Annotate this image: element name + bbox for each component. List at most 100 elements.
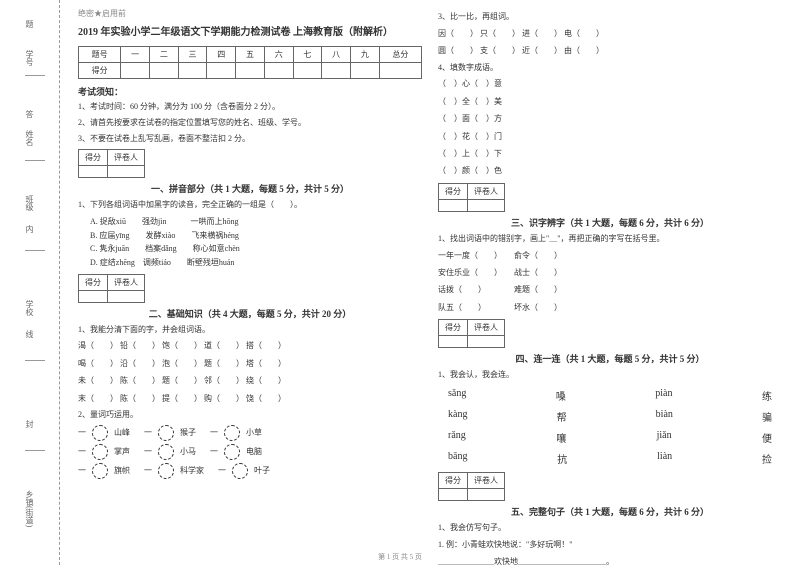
content-area: 绝密★启用前 2019 年实验小学二年级语文下学期能力检测试卷 上海教育版（附解…: [60, 0, 800, 565]
gear-icon: [92, 425, 108, 441]
score-box: 得分评卷人: [78, 274, 145, 303]
page-footer: 第 1 页 共 5 页: [378, 552, 422, 562]
grader-label: 评卷人: [108, 274, 145, 290]
grader-cell[interactable]: [108, 166, 145, 178]
match-row: sǎng嗓piàn练: [438, 388, 782, 403]
score-label: 得分: [439, 320, 468, 336]
measure-word-row: 一掌声 一小马 一电脑: [78, 444, 422, 460]
table-cell[interactable]: [207, 63, 236, 79]
pinyin: biàn: [656, 409, 673, 424]
table-cell[interactable]: [121, 63, 150, 79]
question-text: 1、我会认，我会连。: [438, 369, 782, 382]
grader-cell[interactable]: [468, 336, 505, 348]
table-cell[interactable]: [236, 63, 265, 79]
table-cell: 二: [149, 47, 178, 63]
fill-row: （ ）面（ ）方: [438, 112, 782, 126]
match-row: rǎng嚷jiǎn便: [438, 430, 782, 445]
table-cell[interactable]: [264, 63, 293, 79]
pinyin: sǎng: [448, 388, 466, 403]
noun: 小马: [180, 446, 196, 457]
gear-icon: [158, 425, 174, 441]
fill-row: （ ）心（ ）意: [438, 77, 782, 91]
table-cell: 四: [207, 47, 236, 63]
score-cell[interactable]: [79, 166, 108, 178]
fill-row: 话拨（ ） 难题（ ）: [438, 283, 782, 297]
char: 嚷: [556, 430, 566, 445]
grader-cell[interactable]: [468, 199, 505, 211]
gear-icon: [92, 463, 108, 479]
question-text: 3、比一比，再组词。: [438, 11, 782, 24]
section-5-title: 五、完整句子（共 1 大题，每题 6 分，共计 6 分）: [438, 505, 782, 518]
noun: 山峰: [114, 427, 130, 438]
table-cell[interactable]: [293, 63, 322, 79]
score-cell[interactable]: [439, 199, 468, 211]
noun: 科学家: [180, 465, 204, 476]
grader-cell[interactable]: [468, 488, 505, 500]
gear-icon: [92, 444, 108, 460]
noun: 旗帜: [114, 465, 130, 476]
option-b: B. 应届yīng 发酵xiào 飞来横祸héng: [90, 229, 422, 243]
gear-icon: [224, 425, 240, 441]
char: 抗: [557, 451, 567, 466]
table-cell[interactable]: [350, 63, 379, 79]
column-right: 3、比一比，再组词。 因（ ） 只（ ） 进（ ） 电（ ） 圆（ ） 支（ ）…: [430, 8, 790, 557]
gear-icon: [224, 444, 240, 460]
fill-row: 圆（ ） 支（ ） 近（ ） 由（ ）: [438, 44, 782, 58]
notice-item: 3、不要在试卷上乱写乱画，卷面不整洁扣 2 分。: [78, 133, 422, 146]
fill-row: （ ）花（ ）门: [438, 130, 782, 144]
margin-label-note4: 线: [24, 330, 35, 338]
margin-label-banji: 班级: [24, 195, 35, 211]
question-text: 4、填数字成语。: [438, 62, 782, 75]
margin-line: [25, 75, 45, 76]
char: 骗: [762, 409, 772, 424]
margin-label-xuehao: 学号: [24, 50, 35, 66]
table-cell: 一: [121, 47, 150, 63]
margin-label-note3: 内: [24, 225, 35, 233]
table-cell: 题号: [79, 47, 121, 63]
score-box: 得分评卷人: [78, 149, 145, 178]
question-text: 1、下列各组词语中加黑字的读音，完全正确的一组是（ ）。: [78, 199, 422, 212]
question-text: 1、找出词语中的错别字，画上"＿"，再把正确的字写在括号里。: [438, 233, 782, 246]
blank-line: ＿＿＿＿＿＿＿欢快地＿＿＿＿＿＿＿＿＿＿＿。: [438, 555, 782, 569]
section-2-title: 二、基础知识（共 4 大题，每题 5 分，共计 20 分）: [78, 307, 422, 320]
score-box: 得分评卷人: [438, 319, 505, 348]
table-cell: 八: [322, 47, 351, 63]
pinyin: rǎng: [448, 430, 466, 445]
fill-row: 末（ ） 陈（ ） 提（ ） 购（ ） 饶（ ）: [78, 392, 422, 406]
table-cell[interactable]: [149, 63, 178, 79]
notice-item: 1、考试时间：60 分钟，满分为 100 分（含卷面分 2 分）。: [78, 101, 422, 114]
fill-row: （ ）全（ ）美: [438, 95, 782, 109]
table-cell[interactable]: [322, 63, 351, 79]
grader-label: 评卷人: [468, 472, 505, 488]
table-cell[interactable]: [178, 63, 207, 79]
margin-label-xuexiao: 学校: [24, 300, 35, 316]
noun: 叶子: [254, 465, 270, 476]
margin-line: [25, 250, 45, 251]
fill-row: 未（ ） 陈（ ） 题（ ） 邻（ ） 绕（ ）: [78, 374, 422, 388]
option-a: A. 捉敌xiū 强劲jìn 一哄而上hōng: [90, 215, 422, 229]
gear-icon: [232, 463, 248, 479]
fill-row: 因（ ） 只（ ） 进（ ） 电（ ）: [438, 27, 782, 41]
pinyin: kàng: [448, 409, 467, 424]
score-cell[interactable]: [439, 488, 468, 500]
column-left: 绝密★启用前 2019 年实验小学二年级语文下学期能力检测试卷 上海教育版（附解…: [70, 8, 430, 557]
char: 便: [762, 430, 772, 445]
fill-row: 一年一度（ ） 俞令（ ）: [438, 249, 782, 263]
fill-row: （ ）上（ ）下: [438, 147, 782, 161]
measure-word-row: 一山峰 一猴子 一小草: [78, 425, 422, 441]
question-text: 1、我会仿写句子。: [438, 522, 782, 535]
grader-cell[interactable]: [108, 290, 145, 302]
margin-label-note2: 答: [24, 110, 35, 118]
option-d: D. 症结zhēng 调频tiáo 断壁残垣huán: [90, 256, 422, 270]
binding-margin: 题 学号 答 姓名 班级 内 学校 线 封 乡镇(街道): [0, 0, 60, 565]
grader-label: 评卷人: [468, 183, 505, 199]
table-cell: 七: [293, 47, 322, 63]
score-label: 得分: [79, 274, 108, 290]
char: 捡: [762, 451, 772, 466]
score-label: 得分: [439, 472, 468, 488]
score-cell[interactable]: [439, 336, 468, 348]
classification-label: 绝密★启用前: [78, 8, 422, 19]
table-cell[interactable]: [379, 63, 421, 79]
margin-line: [25, 360, 45, 361]
score-cell[interactable]: [79, 290, 108, 302]
